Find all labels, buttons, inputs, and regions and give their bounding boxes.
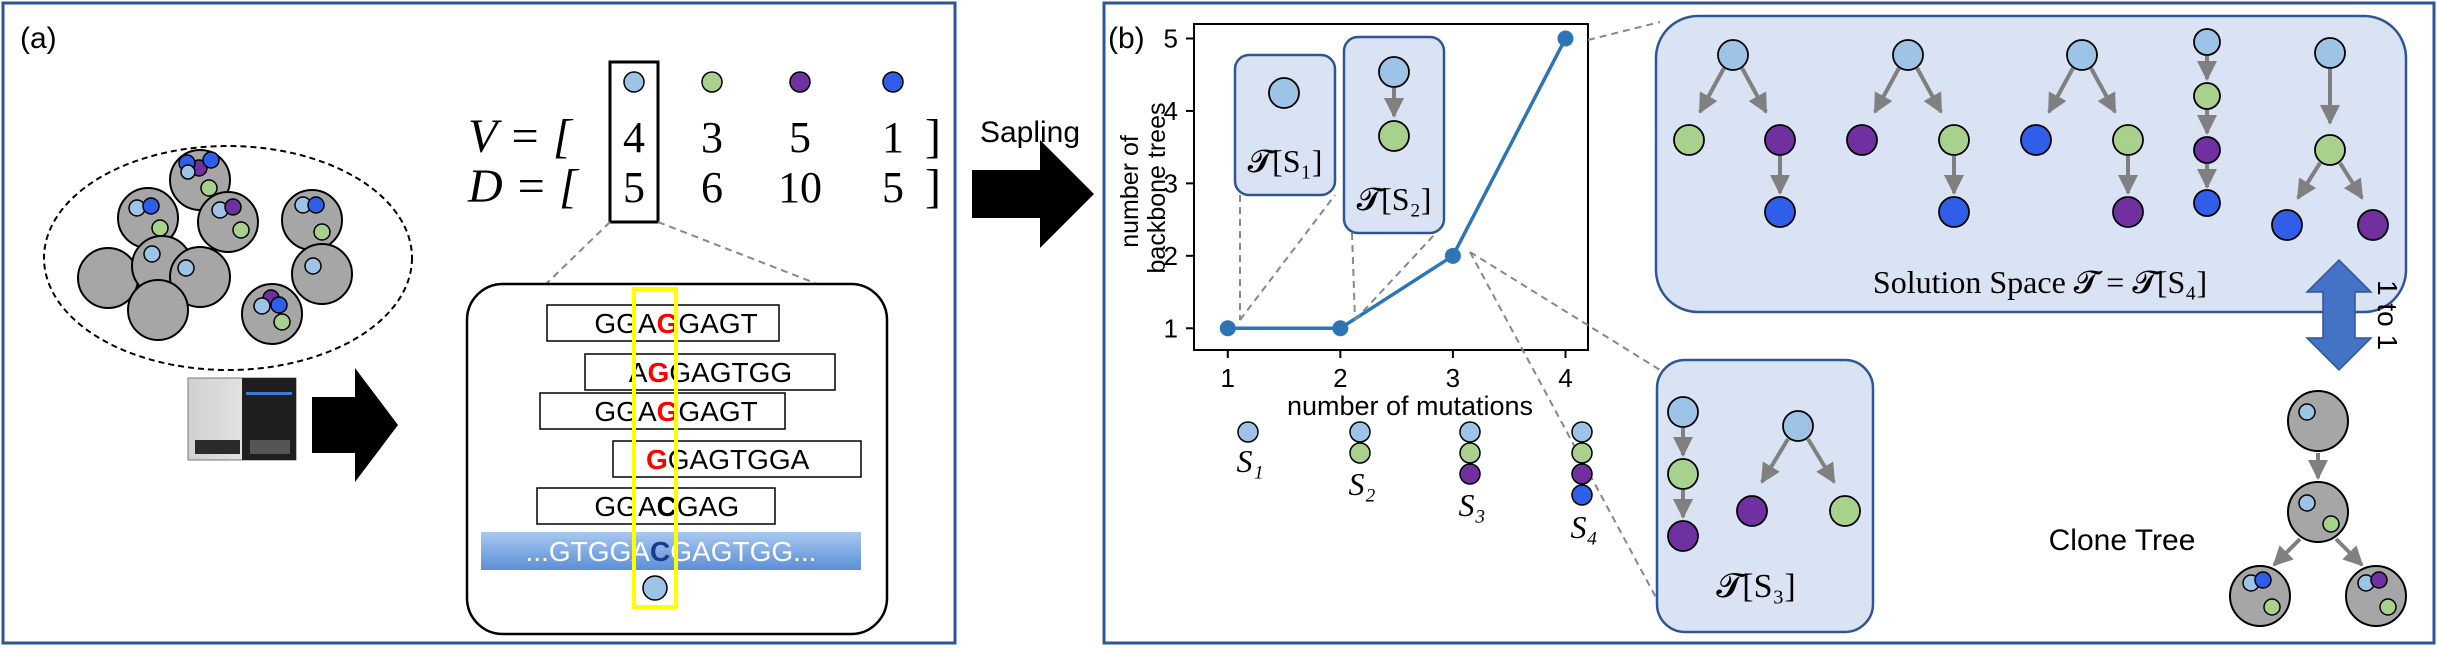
clone-tree — [2229, 390, 2407, 627]
sequencing-read: GGAGTGGA — [612, 440, 862, 478]
sapling-label: Sapling — [980, 116, 1080, 149]
reference-sequence: ...GTGGACGAGTGG... — [526, 536, 817, 567]
svg-text:AGGAGTGG: AGGAGTGG — [629, 357, 792, 388]
arrow-right-icon — [972, 140, 1094, 248]
panel-a-frame — [1, 1, 957, 645]
snv-column-box — [632, 287, 678, 609]
plot-area — [1193, 23, 1589, 351]
y-tick-label: 1 — [1164, 313, 1178, 343]
s2-label: S₂ — [1348, 466, 1375, 502]
svg-text:GGAGGAGT: GGAGGAGT — [594, 396, 757, 427]
cell — [169, 246, 231, 308]
sequencing-read: GGACGAG — [536, 487, 776, 525]
data-point — [1332, 320, 1349, 337]
d-value: 6 — [701, 163, 723, 212]
svg-text:GGAGTGGA: GGAGTGGA — [646, 444, 810, 475]
v-label: V = [ — [468, 110, 574, 163]
panel-a-label: (a) — [20, 22, 57, 55]
t-s3-tree-chain — [1667, 396, 1699, 552]
cell — [241, 283, 303, 345]
x-tick-label: 1 — [1221, 363, 1235, 393]
cell — [281, 189, 343, 251]
sequencing-read: AGGAGTGG — [584, 353, 836, 391]
t-s3-box — [1655, 358, 1875, 634]
x-axis-label: number of mutations — [1287, 391, 1533, 421]
d-value: 5 — [882, 163, 904, 212]
snv-mutation-dot — [642, 575, 668, 601]
y-tick-label: 5 — [1164, 23, 1178, 53]
y-tick-label: 3 — [1164, 168, 1178, 198]
cell — [77, 247, 139, 309]
d-close-bracket: ] — [925, 160, 941, 213]
v-value: 4 — [623, 113, 645, 162]
x-tick-label: 2 — [1333, 363, 1347, 393]
solution-tree-5 — [2271, 37, 2389, 241]
x-tick-label: 3 — [1446, 363, 1460, 393]
x-tick-label: 4 — [1558, 363, 1572, 393]
reads: GGAGGAGT AGGAGTGG GGAGGAGT GGAGTGGA GGACGAG — [536, 304, 862, 525]
v-values: 4 3 5 1 — [623, 113, 904, 162]
t-s1-box — [1233, 53, 1337, 197]
solution-space-label: Solution Space 𝓣 = 𝓣[S₄] — [1873, 264, 2207, 300]
s4-group: S₄ — [1570, 421, 1598, 545]
mutation-1-dot — [623, 71, 645, 93]
chart-marks — [1219, 30, 1574, 337]
solution-tree-1 — [1673, 39, 1796, 228]
tumor-sample — [43, 145, 413, 371]
solution-tree-3 — [2020, 39, 2144, 228]
sequencing-read: GGAGGAGT — [539, 392, 786, 430]
data-point — [1557, 30, 1574, 47]
y-axis-label: number of backbone trees — [1116, 103, 1171, 274]
s4-label: S₄ — [1570, 509, 1597, 545]
d-label: D = [ — [467, 160, 580, 213]
d-values: 5 6 10 5 — [623, 163, 904, 212]
mutation-3-dot — [789, 71, 811, 93]
v-close-bracket: ] — [925, 110, 941, 163]
backbone-tree-chart: 1 2 3 4 1 2 3 4 5 number of mutations number of … — [1116, 23, 1589, 421]
column-highlight-box — [608, 60, 660, 224]
y-tick-label: 2 — [1164, 241, 1178, 271]
solution-tree-4 — [2193, 28, 2221, 217]
panel-b-frame — [1102, 1, 2436, 645]
panel-b-label: (b) — [1108, 22, 1145, 55]
data-point — [1219, 320, 1236, 337]
svg-text:GGACGAG: GGACGAG — [594, 491, 739, 522]
mutation-4-dot — [882, 71, 904, 93]
d-value: 10 — [778, 163, 822, 212]
cell — [197, 191, 259, 253]
data-point — [1444, 247, 1461, 264]
v-value: 3 — [701, 113, 723, 162]
solution-tree-2 — [1846, 39, 1970, 228]
v-value: 5 — [789, 113, 811, 162]
chart-ticks: 1 2 3 4 1 2 3 4 5 — [1164, 23, 1573, 393]
t-s3-tree-branch — [1736, 410, 1861, 527]
cell — [291, 243, 353, 305]
arrow-right-icon — [312, 368, 398, 482]
d-value: 5 — [623, 163, 645, 212]
series-line — [1227, 37, 1568, 331]
cell — [117, 187, 179, 249]
cell — [127, 279, 189, 341]
reference-bar — [481, 532, 861, 570]
double-arrow-icon — [2305, 258, 2373, 372]
s3-label: S₃ — [1458, 487, 1485, 523]
sequencing-read: GGAGGAGT — [546, 304, 780, 342]
s3-group: S₃ — [1458, 421, 1486, 523]
one-to-one-label: 1 to 1 — [2372, 280, 2403, 350]
s1-group: S₁ — [1236, 421, 1264, 479]
v-value: 1 — [882, 113, 904, 162]
s2-group: S₂ — [1348, 421, 1376, 502]
y-tick-label: 4 — [1164, 96, 1178, 126]
t-s2-label: 𝓣[S₂] — [1357, 181, 1432, 217]
clone-tree-label: Clone Tree — [2049, 524, 2196, 557]
s1-label: S₁ — [1236, 443, 1263, 479]
t-s1-label: 𝓣[S₁] — [1248, 143, 1323, 179]
dashed-connectors — [1239, 21, 1661, 606]
mutation-2-dot — [701, 71, 723, 93]
sequencer-icon — [187, 377, 297, 461]
svg-text:GGAGGAGT: GGAGGAGT — [594, 308, 757, 339]
t-s3-label: 𝓣[S₃] — [1716, 568, 1795, 605]
